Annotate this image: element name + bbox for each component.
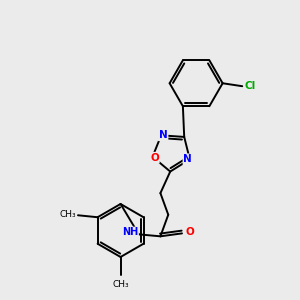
Text: CH₃: CH₃	[112, 280, 129, 289]
Text: N: N	[159, 130, 167, 140]
Text: N: N	[184, 154, 192, 164]
Text: CH₃: CH₃	[59, 210, 76, 219]
Text: O: O	[185, 227, 194, 237]
Text: NH: NH	[122, 227, 138, 237]
Text: O: O	[150, 153, 159, 163]
Text: Cl: Cl	[244, 81, 256, 91]
